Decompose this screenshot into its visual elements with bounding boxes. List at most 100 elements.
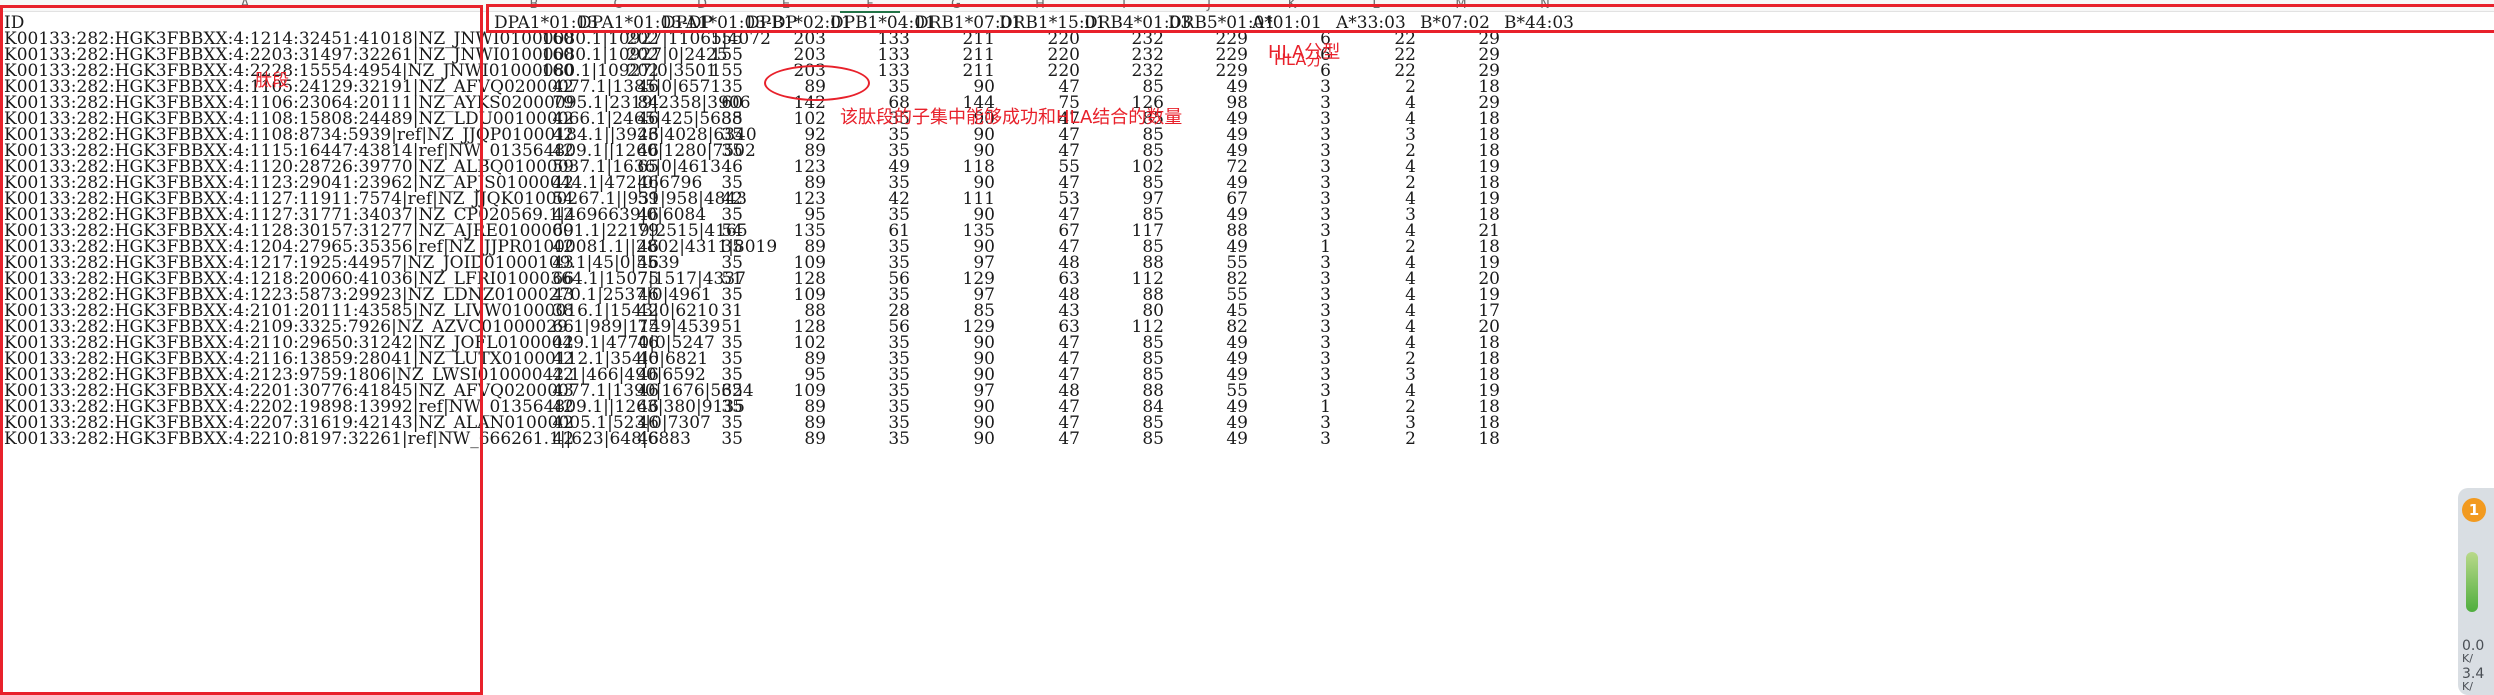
cell-count[interactable]: 133	[877, 45, 910, 65]
cell-count[interactable]: 55	[1058, 157, 1080, 177]
cell-count[interactable]: 1	[1320, 237, 1331, 257]
cell-count[interactable]: 90	[973, 349, 995, 369]
cell-count[interactable]: 90	[973, 173, 995, 193]
cell-count[interactable]: 42	[721, 189, 743, 209]
cell-count[interactable]: 35	[888, 381, 910, 401]
cell-count[interactable]: 90	[973, 413, 995, 433]
cell-count[interactable]: 18	[1478, 365, 1500, 385]
cell-count[interactable]: 3	[1320, 93, 1331, 113]
header-cell-hla[interactable]: A*01:01	[1252, 13, 1322, 33]
cell-count[interactable]: 18	[1478, 413, 1500, 433]
cell-count[interactable]: 46	[637, 173, 659, 193]
cell-count[interactable]: 35	[888, 125, 910, 145]
cell-count[interactable]: 46	[637, 109, 659, 129]
cell-count[interactable]: 46	[637, 397, 659, 417]
cell-count[interactable]: 232	[1131, 29, 1164, 49]
cell-count[interactable]: 29	[1478, 61, 1500, 81]
cell-count[interactable]: 6	[1320, 61, 1331, 81]
cell-count[interactable]: 102	[793, 109, 826, 129]
cell-count[interactable]: 42	[552, 397, 574, 417]
cell-id[interactable]: K00133:282:HGK3FBBXX:4:2210:8197:32261|r…	[4, 429, 691, 449]
cell-count[interactable]: 18	[1478, 77, 1500, 97]
cell-count[interactable]: 155	[710, 61, 743, 81]
cell-count[interactable]: 46	[637, 365, 659, 385]
column-letter-c[interactable]: C	[613, 0, 623, 12]
cell-count[interactable]: 67	[1058, 221, 1080, 241]
cell-count[interactable]: 2	[1405, 237, 1416, 257]
cell-count[interactable]: 82	[1226, 269, 1248, 289]
cell-count[interactable]: 3	[1320, 125, 1331, 145]
cell-count[interactable]: 35	[721, 397, 743, 417]
cell-count[interactable]: 51	[721, 317, 743, 337]
column-letter-d[interactable]: D	[696, 0, 707, 12]
cell-count[interactable]: 4	[1405, 381, 1416, 401]
cell-count[interactable]: 128	[793, 317, 826, 337]
cell-id[interactable]: K00133:282:HGK3FBBXX:4:1214:32451:41018|…	[4, 29, 771, 49]
cell-count[interactable]: 4	[1405, 285, 1416, 305]
cell-count[interactable]: 46	[637, 285, 659, 305]
header-cell-hla[interactable]: DRB1*07:01	[915, 13, 1023, 33]
notification-badge[interactable]: 1	[2462, 498, 2486, 522]
cell-count[interactable]: 160	[541, 45, 574, 65]
cell-count[interactable]: 211	[962, 61, 995, 81]
cell-count[interactable]: 49	[1226, 397, 1248, 417]
cell-count[interactable]: 118	[962, 157, 995, 177]
cell-count[interactable]: 155	[710, 45, 743, 65]
cell-count[interactable]: 90	[973, 205, 995, 225]
cell-count[interactable]: 4	[1405, 157, 1416, 177]
cell-count[interactable]: 35	[888, 365, 910, 385]
column-letter-h[interactable]: H	[1035, 0, 1045, 12]
cell-count[interactable]: 42	[552, 109, 574, 129]
cell-count[interactable]: 82	[1226, 317, 1248, 337]
column-letter-l[interactable]: L	[1372, 0, 1380, 12]
cell-count[interactable]: 90	[973, 365, 995, 385]
cell-count[interactable]: 56	[888, 269, 910, 289]
cell-count[interactable]: 85	[1142, 333, 1164, 353]
cell-count[interactable]: 95	[804, 365, 826, 385]
cell-count[interactable]: 21	[1478, 221, 1500, 241]
cell-count[interactable]: 89	[804, 429, 826, 449]
cell-count[interactable]: 2	[1405, 173, 1416, 193]
cell-count[interactable]: 229	[1215, 45, 1248, 65]
cell-count[interactable]: 66	[552, 269, 574, 289]
header-cell-hla[interactable]: DRB1*15:01	[999, 13, 1107, 33]
cell-count[interactable]: 18	[1478, 173, 1500, 193]
cell-count[interactable]: 35	[721, 77, 743, 97]
cell-count[interactable]: 160	[541, 61, 574, 81]
cell-count[interactable]: 97	[973, 253, 995, 273]
cell-count[interactable]: 42	[552, 77, 574, 97]
cell-count[interactable]: 46	[637, 381, 659, 401]
cell-count[interactable]: 46	[637, 429, 659, 449]
cell-count[interactable]: 79	[552, 93, 574, 113]
cell-count[interactable]: 3	[1320, 77, 1331, 97]
cell-count[interactable]: 65	[637, 157, 659, 177]
cell-count[interactable]: 126	[1131, 93, 1164, 113]
cell-count[interactable]: 4	[1405, 189, 1416, 209]
cell-count[interactable]: 42	[552, 125, 574, 145]
cell-count[interactable]: 35	[888, 429, 910, 449]
cell-count[interactable]: 18	[1478, 109, 1500, 129]
column-letter-e[interactable]: E	[781, 0, 791, 12]
cell-count[interactable]: 35	[888, 253, 910, 273]
cell-count[interactable]: 20	[1478, 317, 1500, 337]
cell-count[interactable]: 35	[888, 285, 910, 305]
cell-count[interactable]: 89	[804, 397, 826, 417]
cell-count[interactable]: 42	[552, 333, 574, 353]
cell-count[interactable]: 3	[1320, 413, 1331, 433]
cell-count[interactable]: 102	[793, 333, 826, 353]
cell-count[interactable]: 63	[1058, 317, 1080, 337]
cell-count[interactable]: 6	[1320, 45, 1331, 65]
cell-count[interactable]: 18	[1478, 349, 1500, 369]
cell-count[interactable]: 55	[1226, 381, 1248, 401]
cell-count[interactable]: 47	[1058, 125, 1080, 145]
cell-count[interactable]: 79	[637, 221, 659, 241]
cell-count[interactable]: 112	[1131, 269, 1164, 289]
cell-count[interactable]: 4	[1405, 301, 1416, 321]
header-cell-hla[interactable]: B*44:03	[1504, 13, 1574, 33]
cell-count[interactable]: 18	[1478, 205, 1500, 225]
cell-count[interactable]: 202	[626, 29, 659, 49]
cell-count[interactable]: 35	[721, 413, 743, 433]
cell-count[interactable]: 66	[552, 317, 574, 337]
cell-count[interactable]: 35	[721, 365, 743, 385]
cell-count[interactable]: 42	[552, 429, 574, 449]
